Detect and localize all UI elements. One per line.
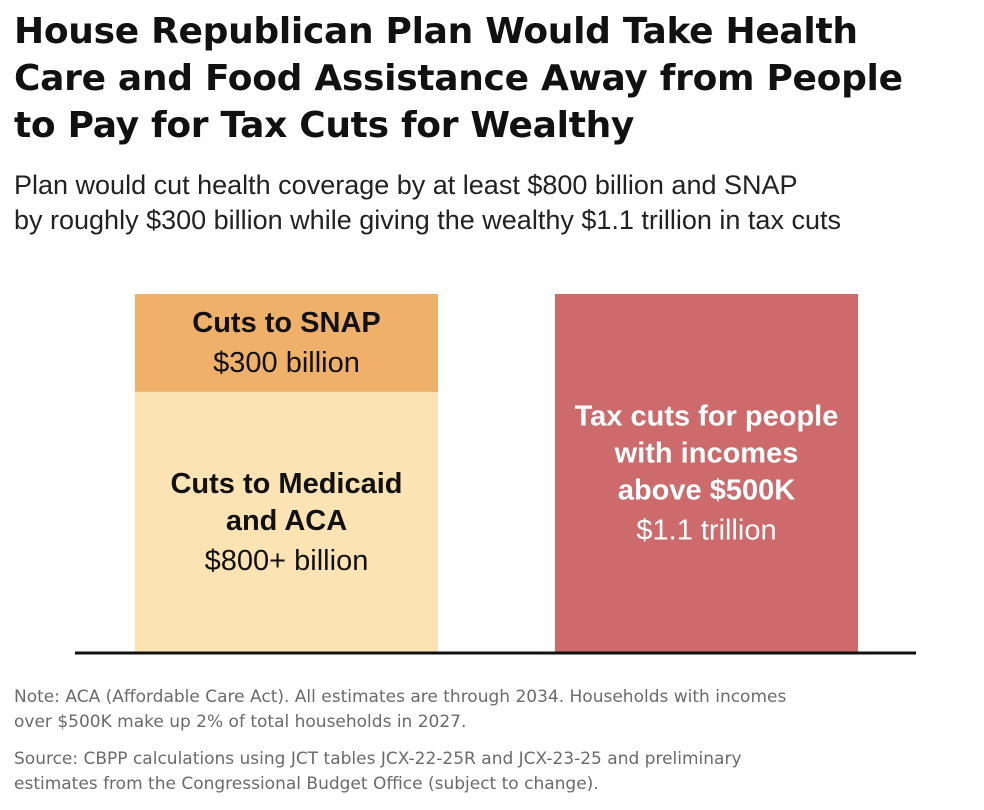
bar-segment-tax-cuts-for-people-with-incomes-above-500k (555, 294, 858, 653)
segment-label: with incomes (614, 437, 799, 469)
source-line: Source: CBPP calculations using JCT tabl… (14, 749, 742, 769)
segment-label: Cuts to Medicaid (170, 468, 402, 500)
subtitle-line: by roughly $300 billion while giving the… (14, 205, 841, 235)
source-line: estimates from the Congressional Budget … (14, 774, 599, 794)
segment-label: above $500K (618, 474, 795, 506)
chart-title: House Republican Plan Would Take Health … (14, 8, 974, 149)
segment-value-label: $1.1 trillion (636, 514, 776, 546)
subtitle-line: Plan would cut health coverage by at lea… (14, 170, 798, 200)
chart-subtitle: Plan would cut health coverage by at lea… (14, 168, 974, 238)
segment-value-label: $800+ billion (205, 545, 369, 577)
segment-label: Cuts to SNAP (192, 307, 381, 339)
title-line: to Pay for Tax Cuts for Wealthy (14, 105, 635, 146)
note-line: Note: ACA (Affordable Care Act). All est… (14, 687, 787, 707)
segment-value-label: $300 billion (213, 347, 360, 379)
stacked-bar-chart: Cuts to Medicaid and ACA $800+ billion Cuts… (75, 294, 916, 655)
segment-label: and ACA (226, 505, 347, 537)
bar-segment-cuts-to-medicaid-and-aca (135, 391, 438, 653)
chart-source: Source: CBPP calculations using JCT tabl… (14, 747, 974, 797)
bar-segment-cuts-to-snap (135, 294, 438, 392)
chart-note: Note: ACA (Affordable Care Act). All est… (14, 685, 974, 735)
title-line: House Republican Plan Would Take Health (14, 11, 858, 52)
note-line: over $500K make up 2% of total household… (14, 712, 467, 732)
segment-label: Tax cuts for people (575, 400, 839, 432)
title-line: Care and Food Assistance Away from Peopl… (14, 58, 903, 99)
